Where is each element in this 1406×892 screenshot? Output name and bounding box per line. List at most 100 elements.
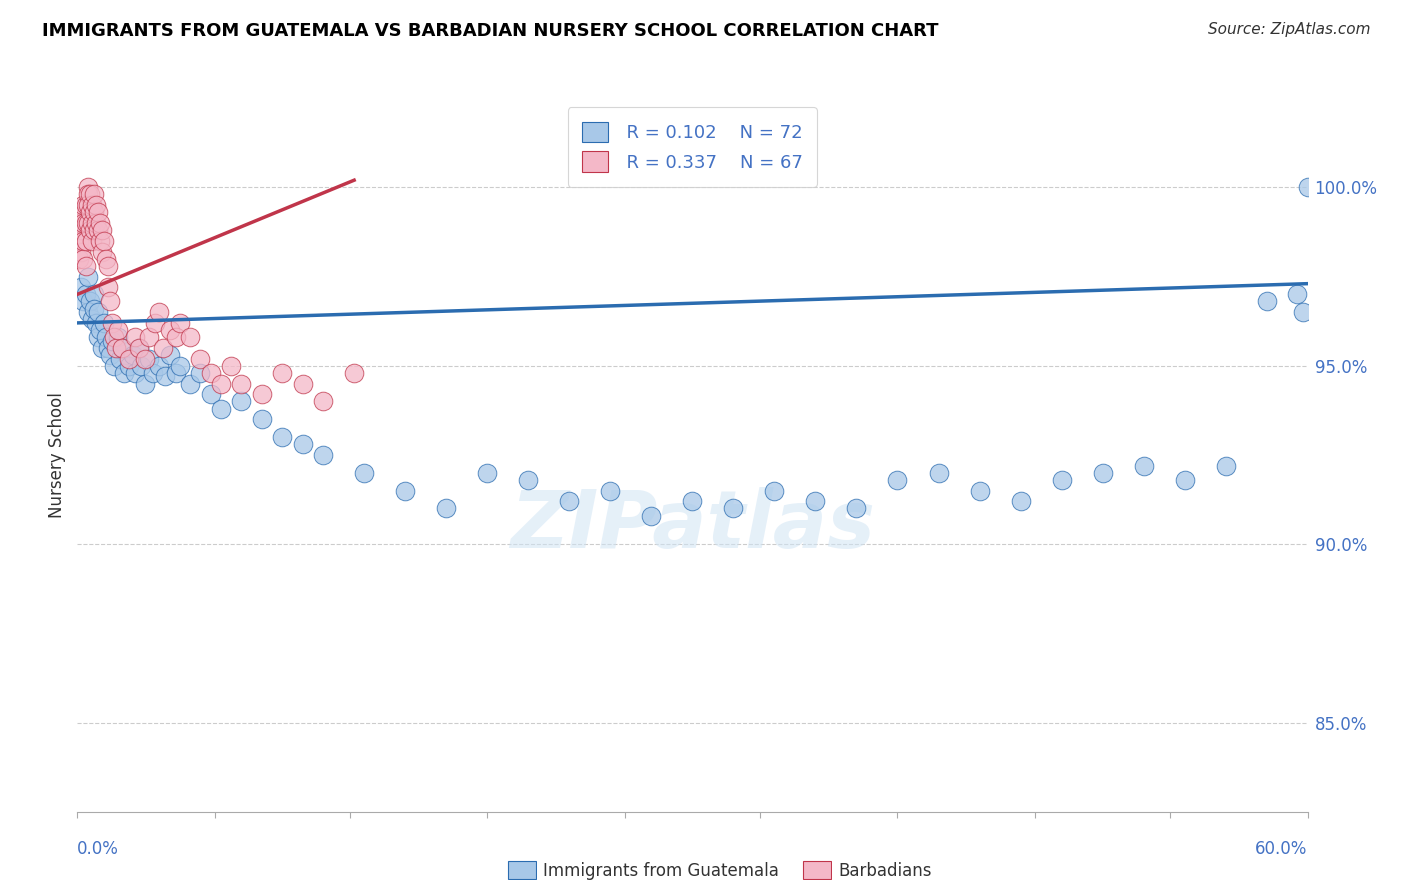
Point	[83, 187, 105, 202]
Point	[75, 216, 97, 230]
Point	[72, 234, 94, 248]
Point	[72, 198, 94, 212]
Point	[394, 483, 416, 498]
Point	[353, 466, 375, 480]
Point	[219, 359, 242, 373]
Point	[103, 359, 125, 373]
Point	[114, 366, 136, 380]
Point	[70, 209, 93, 223]
Point	[105, 341, 128, 355]
Point	[250, 387, 273, 401]
Point	[134, 376, 156, 391]
Point	[93, 316, 115, 330]
Point	[79, 294, 101, 309]
Point	[148, 305, 170, 319]
Point	[179, 330, 201, 344]
Point	[165, 366, 187, 380]
Point	[152, 341, 174, 355]
Point	[90, 244, 114, 259]
Point	[436, 501, 458, 516]
Point	[70, 280, 93, 294]
Point	[72, 252, 94, 266]
Point	[209, 401, 232, 416]
Legend:   R = 0.102    N = 72,   R = 0.337    N = 67: R = 0.102 N = 72, R = 0.337 N = 67	[568, 107, 817, 186]
Point	[1292, 305, 1315, 319]
Point	[117, 351, 139, 366]
Point	[169, 316, 191, 330]
Point	[143, 316, 166, 330]
Point	[89, 234, 111, 248]
Point	[79, 205, 101, 219]
Point	[124, 330, 146, 344]
Point	[723, 501, 745, 516]
Point	[477, 466, 499, 480]
Point	[640, 508, 662, 523]
Point	[117, 359, 139, 373]
Point	[76, 180, 98, 194]
Point	[845, 501, 868, 516]
Point	[83, 223, 105, 237]
Point	[111, 341, 134, 355]
Point	[101, 334, 124, 348]
Point	[128, 341, 150, 355]
Point	[1132, 458, 1154, 473]
Point	[75, 287, 97, 301]
Point	[1256, 294, 1278, 309]
Y-axis label: Nursery School: Nursery School	[48, 392, 66, 518]
Point	[134, 351, 156, 366]
Point	[98, 294, 121, 309]
Point	[148, 359, 170, 373]
Point	[80, 216, 103, 230]
Point	[87, 305, 110, 319]
Point	[75, 198, 97, 212]
Point	[84, 316, 107, 330]
Point	[103, 330, 125, 344]
Point	[763, 483, 786, 498]
Point	[231, 376, 253, 391]
Point	[142, 366, 165, 380]
Point	[76, 269, 98, 284]
Text: ZIPatlas: ZIPatlas	[510, 487, 875, 566]
Point	[200, 366, 222, 380]
Point	[558, 494, 581, 508]
Point	[97, 341, 120, 355]
Point	[1286, 287, 1309, 301]
Point	[517, 473, 540, 487]
Point	[159, 348, 181, 362]
Point	[159, 323, 181, 337]
Point	[84, 216, 107, 230]
Point	[121, 348, 143, 362]
Point	[72, 294, 94, 309]
Point	[70, 223, 93, 237]
Point	[90, 223, 114, 237]
Point	[312, 448, 335, 462]
Point	[1010, 494, 1032, 508]
Point	[271, 430, 294, 444]
Point	[1091, 466, 1114, 480]
Point	[84, 198, 107, 212]
Point	[80, 198, 103, 212]
Point	[94, 252, 117, 266]
Point	[75, 234, 97, 248]
Point	[98, 348, 121, 362]
Point	[89, 323, 111, 337]
Point	[76, 198, 98, 212]
Point	[128, 341, 150, 355]
Point	[111, 341, 134, 355]
Point	[804, 494, 827, 508]
Point	[129, 359, 152, 373]
Point	[107, 330, 129, 344]
Point	[291, 376, 314, 391]
Point	[76, 305, 98, 319]
Point	[928, 466, 950, 480]
Point	[94, 330, 117, 344]
Point	[209, 376, 232, 391]
Point	[89, 216, 111, 230]
Point	[599, 483, 621, 498]
Point	[79, 223, 101, 237]
Point	[682, 494, 704, 508]
Point	[87, 223, 110, 237]
Point	[1215, 458, 1237, 473]
Point	[1050, 473, 1073, 487]
Point	[80, 234, 103, 248]
